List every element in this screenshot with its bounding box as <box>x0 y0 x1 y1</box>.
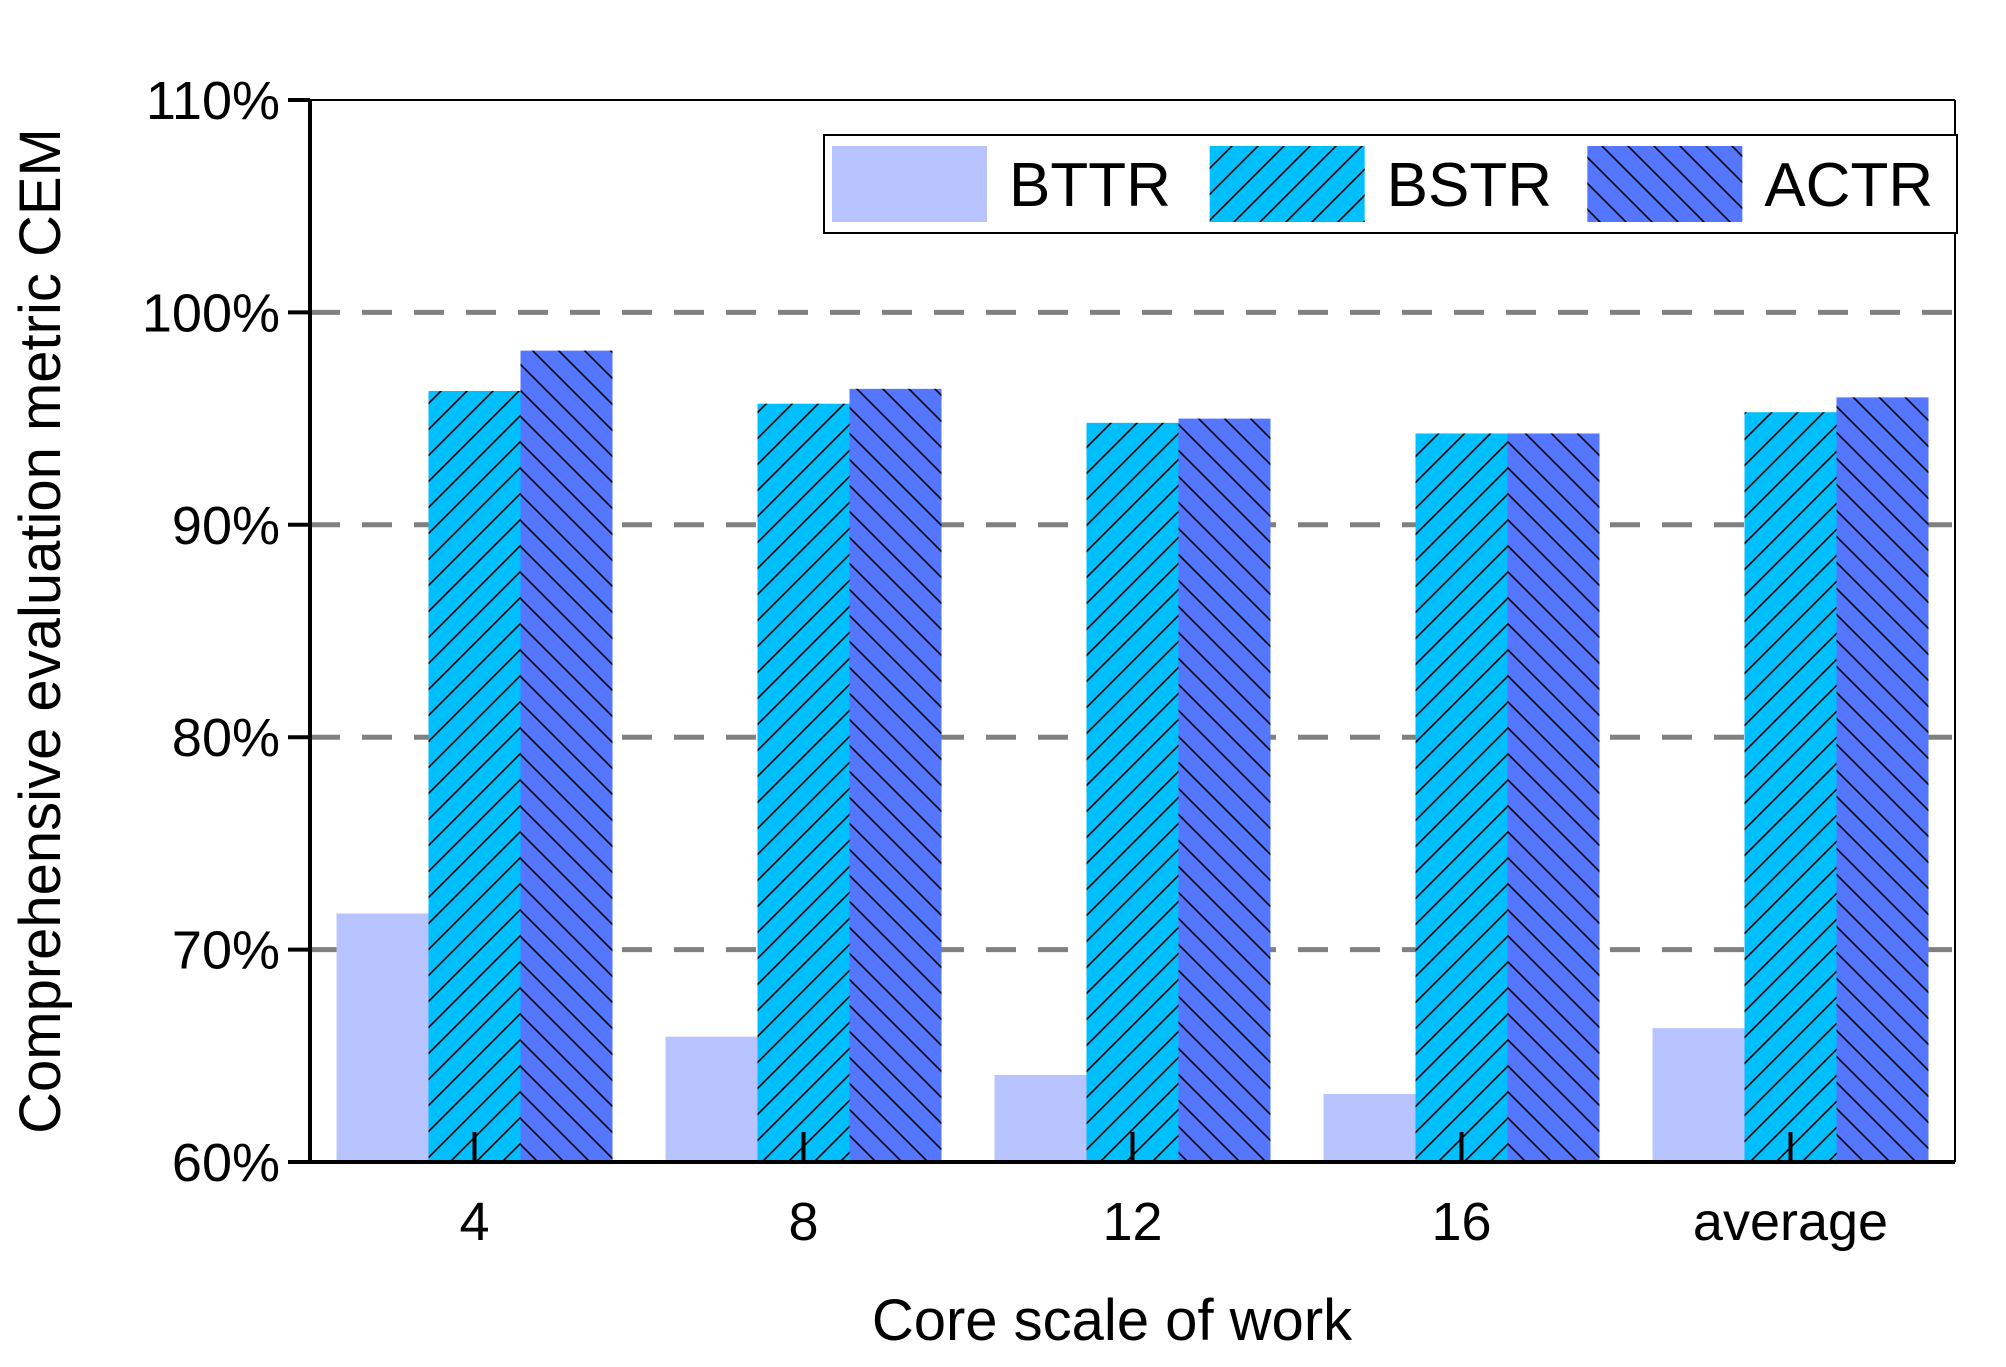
x-tick-label: 4 <box>459 1192 489 1252</box>
bar-hatch-bstr-8 <box>757 403 850 1162</box>
bar-bttr-4 <box>336 913 429 1162</box>
legend: BTTR BSTR ACTR <box>823 134 1958 234</box>
bar-hatch-actr-4 <box>520 350 613 1163</box>
y-tick-label: 80% <box>172 708 280 768</box>
bars <box>336 350 1929 1163</box>
x-tick-label: 16 <box>1431 1192 1491 1252</box>
x-tick-label: 12 <box>1102 1192 1162 1252</box>
legend-swatch-hatch-actr <box>1587 146 1743 222</box>
legend-swatch-bttr <box>832 146 987 222</box>
bar-hatch-actr-12 <box>1178 418 1271 1163</box>
y-tick-label: 70% <box>172 921 280 981</box>
bar-bttr-8 <box>665 1036 758 1162</box>
legend-label-bstr: BSTR <box>1387 151 1552 220</box>
y-ticks: 60% 70% 80% 90% 100% 110% <box>142 71 310 1193</box>
y-tick-label: 90% <box>172 496 280 556</box>
bar-bttr-12 <box>994 1074 1087 1162</box>
bar-hatch-actr-8 <box>849 388 942 1162</box>
bar-hatch-actr-16 <box>1507 433 1600 1162</box>
bar-bttr-16 <box>1323 1094 1416 1162</box>
bar-hatch-bstr-16 <box>1415 433 1508 1162</box>
bar-bttr-average <box>1652 1028 1745 1162</box>
y-axis-title: Comprehensive evaluation metric CEM <box>8 128 73 1134</box>
plot-frame <box>308 99 1956 1164</box>
y-tick-label: 100% <box>142 283 280 343</box>
legend-label-bttr: BTTR <box>1009 151 1171 220</box>
bar-hatch-bstr-12 <box>1086 422 1179 1162</box>
x-tick-label: average <box>1693 1192 1888 1252</box>
bar-hatch-bstr-4 <box>428 390 521 1162</box>
bar-hatch-actr-average <box>1836 397 1929 1162</box>
x-axis-title: Core scale of work <box>872 1288 1353 1353</box>
legend-label-actr: ACTR <box>1764 151 1933 220</box>
legend-swatch-hatch-bstr <box>1209 146 1365 222</box>
y-tick-label: 110% <box>146 71 280 131</box>
legend-box <box>823 134 1958 234</box>
x-ticks: 4 8 12 16 average <box>459 1132 1888 1252</box>
bar-hatch-bstr-average <box>1744 412 1837 1162</box>
y-tick-label: 60% <box>172 1133 280 1193</box>
x-tick-label: 8 <box>788 1192 818 1252</box>
